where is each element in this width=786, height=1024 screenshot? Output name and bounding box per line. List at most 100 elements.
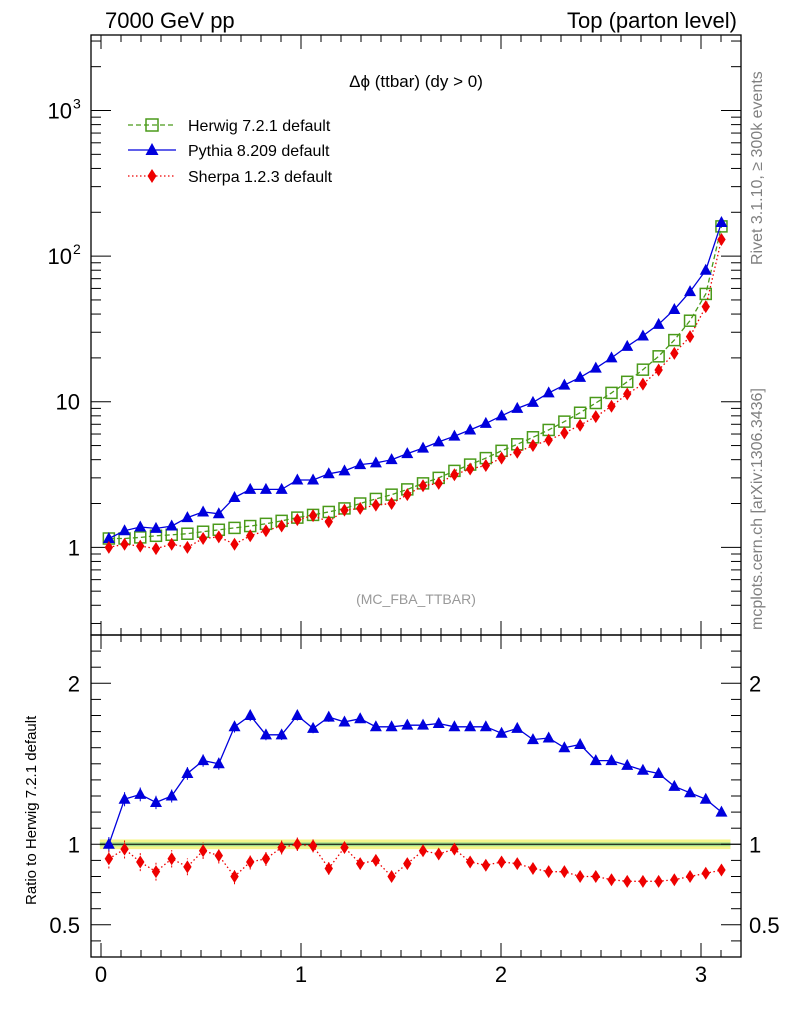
ratio-ytick-label-right: 2: [749, 671, 761, 696]
main-point-sherpa: [465, 462, 475, 476]
ratio-point-sherpa: [340, 841, 349, 855]
main-point-pythia: [652, 317, 665, 329]
ratio-point-sherpa: [465, 855, 475, 869]
main-point-sherpa: [324, 515, 333, 529]
ratio-point-pythia: [134, 787, 147, 799]
ratio-point-pythia: [401, 718, 414, 730]
ratio-point-sherpa: [308, 839, 318, 853]
legend: Herwig 7.2.1 default Pythia 8.209 defaul…: [128, 118, 333, 186]
ratio-point-pythia: [605, 754, 618, 766]
main-point-sherpa: [183, 540, 192, 554]
main-point-pythia: [495, 409, 508, 421]
legend-label-sherpa: Sherpa 1.2.3 default: [188, 169, 333, 186]
chart-title: Δϕ (ttbar) (dy > 0): [349, 72, 483, 91]
ratio-point-pythia: [589, 754, 602, 766]
main-point-pythia: [574, 370, 587, 382]
main-point-pythia: [369, 456, 382, 468]
main-point-pythia: [636, 329, 649, 341]
main-point-herwig: [573, 406, 587, 419]
ratio-point-sherpa: [136, 855, 145, 869]
ratio-point-pythia: [464, 720, 477, 732]
main-point-pythia: [134, 520, 147, 532]
ratio-point-sherpa: [497, 855, 506, 869]
ratio-ytick-label-right: 1: [749, 832, 761, 857]
ratio-point-sherpa: [167, 852, 176, 866]
ratio-point-sherpa: [120, 842, 129, 856]
legend-marker-sherpa: [147, 169, 157, 183]
ratio-point-sherpa: [198, 844, 208, 858]
ratio-ytick-label: 1: [68, 832, 80, 857]
ratio-point-sherpa: [230, 870, 239, 883]
legend-label-herwig: Herwig 7.2.1 default: [188, 118, 331, 135]
main-point-pythia: [417, 441, 430, 453]
main-point-sherpa: [293, 513, 302, 527]
ratio-ytick-label-right: 0.5: [749, 913, 780, 938]
main-point-sherpa: [230, 537, 239, 551]
main-point-sherpa: [120, 537, 129, 551]
ratio-point-sherpa: [371, 853, 381, 867]
main-ytick-exp: 3: [73, 96, 81, 112]
main-point-sherpa: [246, 529, 255, 543]
main-point-pythia: [118, 524, 131, 536]
ratio-point-pythia: [181, 766, 194, 778]
main-point-sherpa: [151, 542, 161, 556]
ratio-point-pythia: [354, 712, 367, 724]
main-point-sherpa: [497, 451, 506, 465]
main-point-sherpa: [513, 445, 522, 459]
x-tick-label: 2: [495, 962, 507, 987]
main-point-sherpa: [560, 426, 569, 440]
main-point-sherpa: [387, 497, 396, 511]
ratio-point-sherpa: [670, 873, 679, 887]
ratio-point-sherpa: [418, 844, 428, 858]
main-point-sherpa: [214, 530, 223, 544]
main-point-sherpa: [355, 501, 365, 515]
ratio-point-pythia: [102, 837, 115, 849]
side-mcplots: mcplots.cern.ch [arXiv:1306.3436]: [749, 388, 766, 630]
main-point-sherpa: [308, 509, 318, 523]
ratio-point-sherpa: [214, 849, 223, 863]
ratio-point-sherpa: [104, 852, 114, 866]
legend-label-pythia: Pythia 8.209 default: [188, 143, 330, 160]
main-point-sherpa: [544, 433, 553, 447]
ratio-point-pythia: [542, 731, 555, 743]
main-point-pythia: [244, 482, 257, 494]
main-point-sherpa: [623, 387, 632, 401]
ratio-point-pythia: [448, 720, 461, 732]
ratio-ytick-label: 2: [68, 671, 80, 696]
main-point-sherpa: [528, 439, 538, 453]
ratio-point-sherpa: [513, 857, 522, 871]
main-point-pythia: [228, 490, 241, 502]
main-point-sherpa: [654, 363, 663, 377]
main-point-pythia: [715, 216, 728, 228]
main-point-sherpa: [481, 458, 491, 472]
ratio-point-pythia: [495, 726, 508, 738]
main-point-pythia: [291, 473, 304, 485]
main-point-herwig: [636, 363, 650, 376]
side-rivet: Rivet 3.1.10, ≥ 300k events: [749, 71, 766, 265]
ratio-point-sherpa: [560, 865, 569, 879]
main-point-pythia: [432, 435, 445, 447]
main-point-sherpa: [717, 233, 726, 247]
ratio-line-pythia: [108, 714, 722, 845]
main-point-pythia: [479, 416, 492, 428]
ratio-point-pythia: [684, 786, 697, 798]
ratio-point-sherpa: [324, 861, 333, 875]
ratio-point-sherpa: [623, 874, 632, 888]
ratio-point-pythia: [526, 733, 539, 745]
ratio-point-pythia: [338, 715, 351, 727]
main-point-pythia: [511, 401, 524, 413]
main-point-pythia: [526, 395, 539, 407]
main-point-sherpa: [418, 479, 428, 493]
main-point-sherpa: [701, 300, 710, 314]
main-point-pythia: [558, 378, 571, 390]
ratio-point-pythia: [291, 709, 304, 720]
ratio-point-pythia: [715, 805, 728, 817]
ratio-point-pythia: [652, 766, 665, 778]
main-point-pythia: [212, 507, 225, 519]
main-ytick-label: 10: [48, 244, 72, 269]
ratio-point-pythia: [165, 789, 178, 801]
ratio-point-pythia: [558, 741, 571, 753]
main-point-pythia: [102, 531, 115, 543]
main-point-pythia: [181, 511, 194, 523]
ratio-point-pythia: [668, 779, 681, 791]
